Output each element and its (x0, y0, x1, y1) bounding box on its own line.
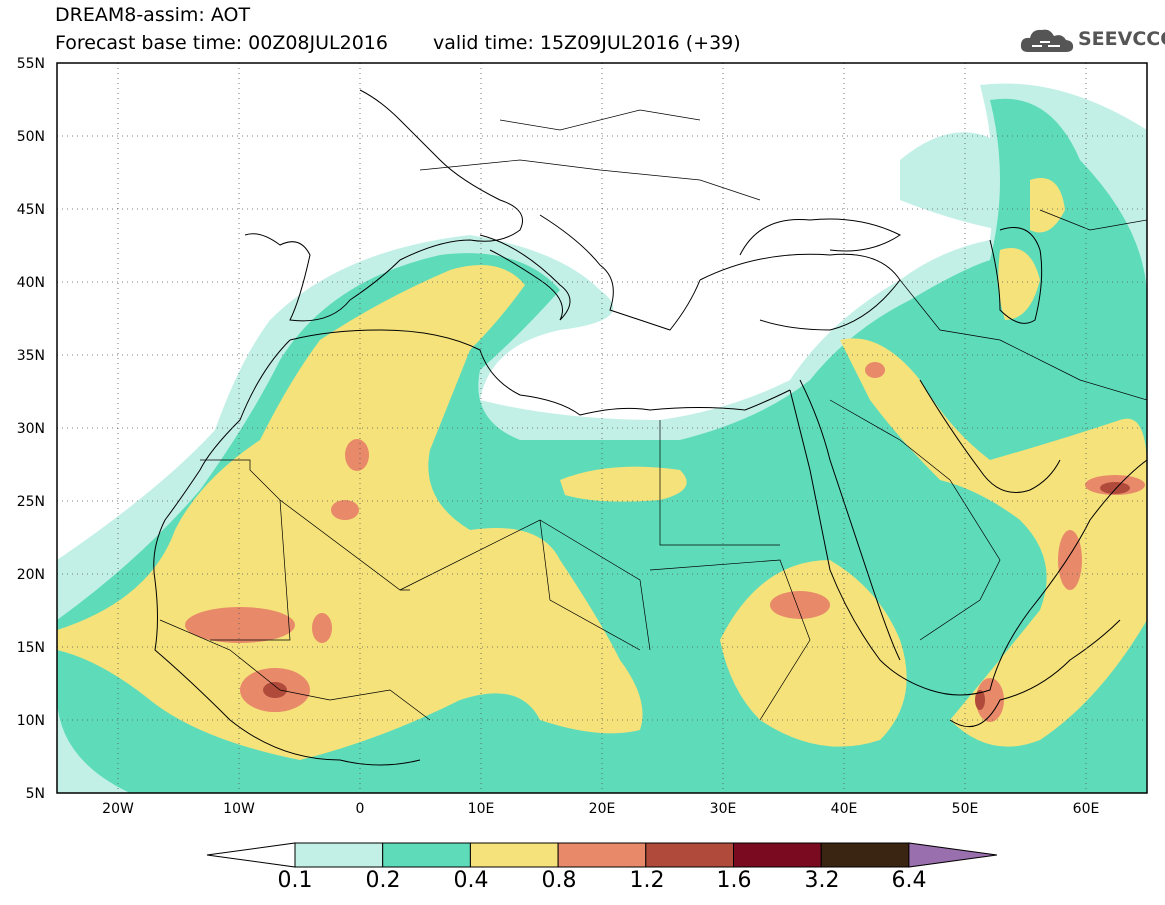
colorbar-label: 1.2 (629, 868, 665, 893)
coast-red-sea (789, 389, 1147, 696)
coast-europe-atlantic (244, 89, 523, 322)
aot-level-08-c (345, 439, 369, 471)
aot-level-08-d (331, 500, 359, 520)
coast-black-sea (739, 218, 901, 256)
border-central-asia (1039, 209, 1147, 231)
lon-label: 0 (356, 801, 365, 817)
lat-label: 55N (17, 56, 45, 72)
aot-level-08-j (865, 362, 885, 378)
aot-level-08-e (312, 613, 332, 643)
colorbar-arrow-low (206, 842, 296, 868)
colorbar-segment (557, 842, 647, 868)
aot-field (57, 63, 1147, 793)
colorbar-label: 0.8 (541, 868, 577, 893)
lat-label: 50N (17, 129, 45, 145)
colorbar-segment (294, 842, 384, 868)
borders (159, 109, 1147, 721)
coast-caspian (989, 227, 1043, 324)
border-algeria-mali (200, 459, 410, 591)
coast-balkans (539, 214, 701, 331)
aot-level-12-c (975, 690, 985, 710)
border-europe-2 (499, 109, 701, 131)
coast-west-africa (153, 339, 421, 766)
aot-level-08-a (185, 607, 295, 643)
colorbar-segment (820, 842, 910, 868)
colorbar-label: 0.4 (453, 868, 489, 893)
logo-text: SEEVCCC (1078, 28, 1165, 50)
lat-label: 25N (17, 494, 45, 510)
aot-level-12-a (1100, 482, 1130, 494)
lon-label: 40E (831, 801, 858, 817)
lon-label: 60E (1073, 801, 1100, 817)
seevccc-logo: SEEVCCC (1018, 24, 1165, 56)
lat-label: 45N (17, 202, 45, 218)
coast-turkey (699, 253, 901, 331)
lat-label: 15N (17, 640, 45, 656)
lat-labels: 5N 10N 15N 20N 25N 30N 35N 40N 45N 50N 5… (17, 56, 45, 802)
lat-label: 35N (17, 348, 45, 364)
lat-label: 10N (17, 713, 45, 729)
border-west-africa (159, 619, 431, 721)
colorbar-label: 0.1 (277, 868, 313, 893)
colorbar-label: 3.2 (804, 868, 840, 893)
aot-level-04-caspian (998, 248, 1040, 320)
aot-level-04-sudan (720, 560, 907, 747)
border-sudan (649, 559, 811, 721)
colorbar-arrow-high (908, 842, 997, 868)
colorbar-label: 0.2 (365, 868, 401, 893)
base-time: Forecast base time: 00Z08JUL2016 (55, 32, 388, 54)
border-chad (539, 519, 651, 651)
lat-label: 20N (17, 567, 45, 583)
coast-arabia-west (799, 379, 901, 661)
lon-label: 10E (468, 801, 495, 817)
aot-level-08-g (1058, 530, 1082, 590)
border-mali (210, 499, 291, 641)
border-iran (899, 279, 1147, 401)
product-title: DREAM8-assim: AOT (55, 4, 251, 26)
aot-level-04-kazakh (1030, 178, 1065, 233)
lon-label: 20E (589, 801, 616, 817)
colorbar-label: 6.4 (891, 868, 927, 893)
lon-label: 20W (102, 801, 134, 817)
border-libya-egypt (659, 420, 780, 546)
cloud-icon (1020, 29, 1074, 52)
lon-label: 50E (952, 801, 979, 817)
aot-level-12-b (263, 682, 287, 698)
colorbar-segment (469, 842, 559, 868)
colorbar (206, 842, 997, 868)
time-info: Forecast base time: 00Z08JUL2016 valid ti… (55, 33, 741, 54)
border-europe-1 (419, 159, 761, 201)
coast-north-africa (289, 329, 791, 416)
map-frame (56, 62, 1148, 794)
aot-level-08-i (976, 678, 1004, 722)
border-niger (399, 519, 641, 651)
coastlines (153, 89, 1147, 766)
lon-label: 10W (223, 801, 255, 817)
lon-label: 30E (710, 801, 737, 817)
coast-somalia (949, 619, 1121, 728)
aot-level-01-east (900, 132, 1018, 230)
colorbar-segment (382, 842, 471, 868)
lat-label: 5N (26, 786, 45, 802)
lat-label: 30N (17, 421, 45, 437)
aot-level-08-f (770, 591, 830, 619)
colorbar-label: 1.6 (716, 868, 752, 893)
valid-time: valid time: 15Z09JUL2016 (+39) (432, 32, 741, 54)
aot-level-04-central (560, 466, 687, 502)
aot-level-04-arabia (840, 338, 1147, 747)
colorbar-segment (733, 842, 822, 868)
border-saudi (829, 399, 1001, 641)
lon-labels: 20W 10W 0 10E 20E 30E 40E 50E 60E (102, 801, 1099, 817)
lat-label: 40N (17, 275, 45, 291)
coast-persian-gulf (919, 379, 1061, 493)
coast-italy (479, 234, 571, 321)
colorbar-segment (645, 842, 734, 868)
graticule (57, 63, 1147, 793)
